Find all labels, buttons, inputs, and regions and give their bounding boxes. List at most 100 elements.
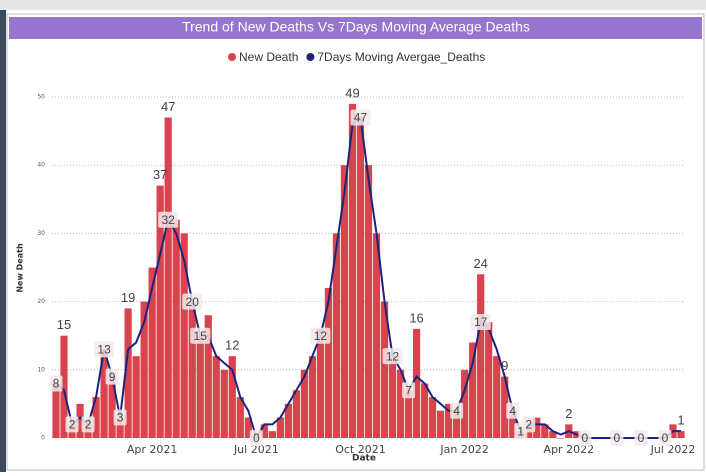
data-label: 3 [117, 411, 124, 425]
data-label-box [158, 211, 179, 228]
bar [124, 308, 132, 438]
bar [677, 431, 685, 438]
bar [549, 431, 557, 438]
data-label: 2 [565, 406, 572, 421]
bar [493, 356, 501, 438]
data-label: 1 [517, 424, 524, 438]
bar [453, 410, 461, 438]
data-label: 7 [405, 383, 412, 397]
data-label: 13 [97, 343, 111, 357]
data-label-box [249, 430, 263, 446]
bar [420, 383, 429, 438]
top-strip [0, 0, 706, 10]
bar [156, 185, 164, 438]
data-label: 0 [662, 431, 669, 445]
data-label-box [470, 314, 491, 331]
bar [412, 328, 421, 438]
bar [308, 356, 317, 438]
data-label: 12 [314, 329, 328, 343]
bar [388, 356, 397, 438]
bar [260, 424, 268, 438]
data-label: 17 [474, 315, 488, 329]
chart-title: Trend of New Deaths Vs 7Days Moving Aver… [182, 19, 530, 35]
data-label-box [49, 375, 63, 392]
data-label: 2 [69, 418, 76, 432]
data-label: 0 [253, 431, 260, 445]
bar [180, 233, 188, 438]
bar [485, 322, 493, 438]
data-label: 12 [386, 349, 400, 363]
data-label: 12 [225, 338, 239, 353]
legend-marker [306, 53, 315, 61]
bar [364, 165, 373, 438]
data-label-box [402, 382, 416, 399]
data-label-box [113, 409, 127, 426]
bar [108, 376, 116, 438]
data-label: 0 [638, 431, 645, 445]
x-tick-label: Apr 2022 [544, 443, 595, 456]
bar [557, 438, 565, 439]
y-tick-label: 30 [37, 230, 45, 237]
bar [92, 397, 100, 438]
data-label-box [190, 327, 211, 344]
data-label-box [81, 416, 95, 433]
x-tick-label: Jan 2022 [439, 443, 488, 456]
y-axis-label: New Death [16, 243, 25, 293]
data-label: 15 [194, 329, 208, 343]
legend-label: 7Days Moving Avergae_Deaths [317, 50, 485, 64]
data-label-box [522, 416, 536, 433]
bar [212, 356, 220, 438]
y-tick-label: 10 [37, 366, 45, 373]
bar [348, 103, 357, 438]
x-tick-label: Jul 2021 [233, 443, 279, 456]
bar [533, 417, 541, 438]
bar [204, 315, 212, 438]
data-label-box [350, 109, 371, 126]
data-label: 24 [473, 256, 487, 271]
bar [76, 403, 84, 438]
y-tick-label: 0 [41, 435, 45, 442]
bar [140, 301, 148, 438]
bar [116, 417, 124, 438]
bar [220, 369, 228, 438]
data-label-box [182, 293, 203, 310]
y-tick-label: 20 [37, 298, 45, 305]
bar [316, 328, 325, 438]
data-label-box [65, 416, 79, 433]
bar [148, 267, 156, 438]
data-label: 4 [509, 404, 516, 418]
bar [52, 383, 60, 438]
x-tick-label: Apr 2021 [127, 443, 178, 456]
x-tick-label: Oct 2021 [335, 443, 386, 456]
bar [372, 233, 381, 438]
data-label-box [94, 341, 115, 358]
bar [132, 356, 140, 438]
bar [228, 356, 236, 438]
bar [541, 424, 549, 438]
bar [404, 390, 413, 438]
bar [340, 165, 349, 438]
bar [501, 376, 509, 438]
data-label: 37 [153, 167, 167, 182]
data-label-box [310, 327, 331, 344]
bar [324, 287, 333, 438]
bar [428, 397, 437, 438]
x-axis-label: Date [352, 454, 376, 464]
data-label-box [105, 368, 119, 385]
bar [396, 369, 405, 438]
bar [284, 403, 292, 438]
bar [188, 301, 196, 438]
bar [469, 342, 477, 438]
bar [445, 403, 453, 438]
data-label: 0 [614, 431, 621, 445]
data-label: 49 [345, 85, 359, 100]
bar [196, 335, 204, 438]
bar [236, 397, 244, 438]
bar [164, 117, 172, 439]
data-label: 9 [109, 370, 116, 384]
data-label: 8 [53, 377, 60, 391]
bar [461, 369, 469, 438]
data-label: 1 [677, 413, 684, 428]
data-label: 2 [85, 418, 92, 432]
